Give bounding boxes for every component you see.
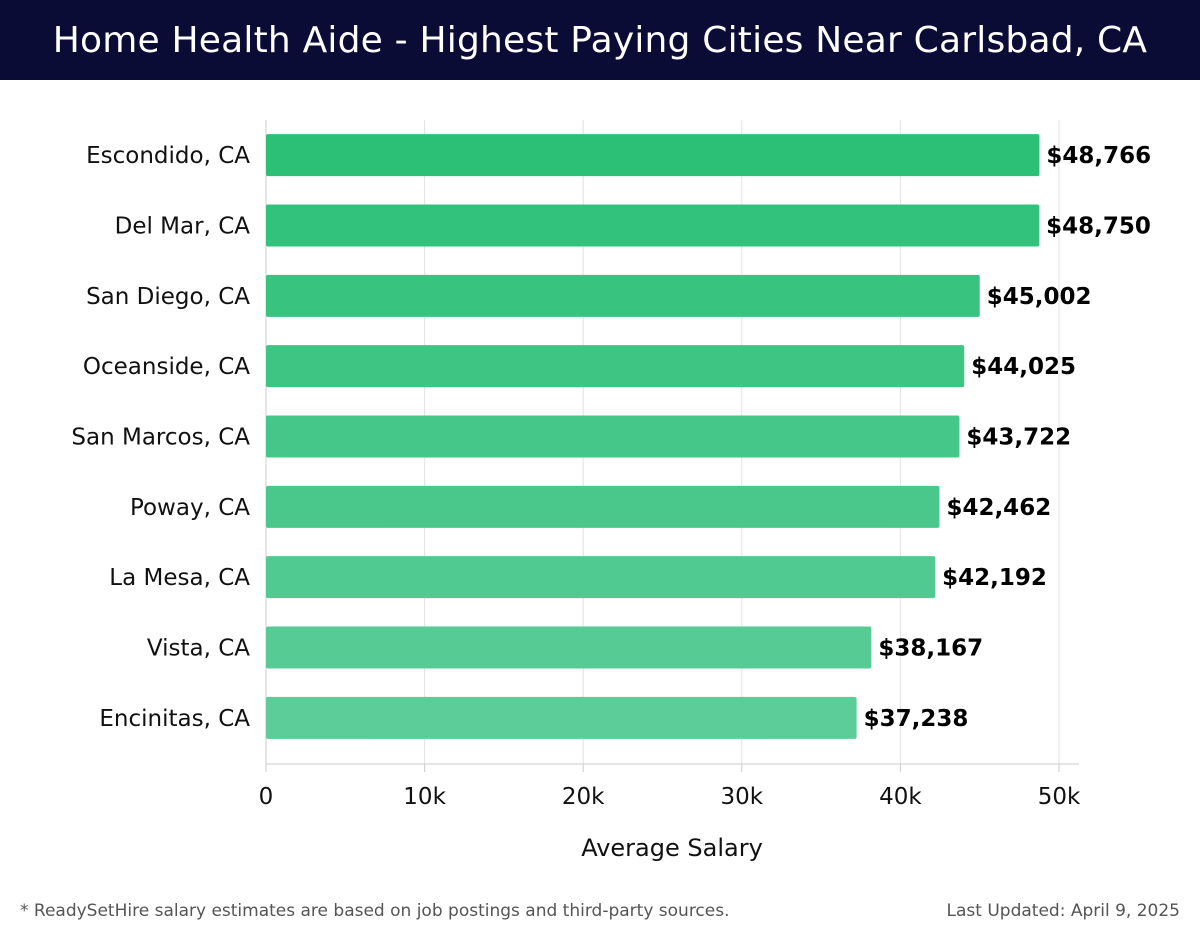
category-label: Escondido, CA bbox=[86, 143, 250, 169]
value-label: $37,238 bbox=[864, 706, 969, 732]
category-label: Encinitas, CA bbox=[99, 706, 250, 732]
chart-title: Home Health Aide - Highest Paying Cities… bbox=[52, 19, 1148, 61]
bar bbox=[266, 345, 965, 388]
category-label: Del Mar, CA bbox=[115, 214, 251, 240]
bar bbox=[266, 134, 1040, 177]
category-label: Oceanside, CA bbox=[83, 354, 250, 380]
x-tick-label: 0 bbox=[259, 784, 274, 810]
category-labels: Escondido, CA Del Mar, CA San Diego, CA Oce… bbox=[71, 143, 250, 732]
bar bbox=[266, 485, 940, 528]
value-label: $42,192 bbox=[942, 565, 1047, 591]
category-label: Poway, CA bbox=[130, 495, 250, 521]
x-tick-labels: 0 10k 20k 30k 40k 50k bbox=[259, 784, 1081, 810]
bar bbox=[266, 626, 872, 669]
category-label: San Diego, CA bbox=[86, 284, 250, 310]
value-label: $48,766 bbox=[1046, 143, 1151, 169]
category-label: Vista, CA bbox=[147, 636, 250, 662]
x-axis-title: Average Salary bbox=[581, 834, 763, 862]
footer-note: * ReadySetHire salary estimates are base… bbox=[20, 901, 730, 921]
bars bbox=[266, 134, 1040, 739]
bar bbox=[266, 415, 960, 458]
bar bbox=[266, 274, 980, 317]
category-label: La Mesa, CA bbox=[109, 565, 250, 591]
value-label: $38,167 bbox=[878, 636, 983, 662]
value-label: $42,462 bbox=[946, 495, 1051, 521]
x-tick-label: 10k bbox=[403, 784, 446, 810]
chart-header: Home Health Aide - Highest Paying Cities… bbox=[0, 0, 1200, 80]
bar bbox=[266, 204, 1040, 247]
last-updated: Last Updated: April 9, 2025 bbox=[946, 901, 1180, 921]
x-tick-label: 30k bbox=[721, 784, 764, 810]
category-label: San Marcos, CA bbox=[71, 425, 250, 451]
bar bbox=[266, 696, 857, 739]
value-label: $45,002 bbox=[987, 284, 1092, 310]
value-label: $43,722 bbox=[966, 425, 1071, 451]
value-labels: $48,766 $48,750 $45,002 $44,025 $43,722 $42,4… bbox=[864, 143, 1152, 732]
value-label: $48,750 bbox=[1046, 214, 1151, 240]
x-tick-label: 50k bbox=[1038, 784, 1081, 810]
value-label: $44,025 bbox=[971, 354, 1076, 380]
x-tick-label: 20k bbox=[562, 784, 605, 810]
x-tick-label: 40k bbox=[879, 784, 922, 810]
bar bbox=[266, 556, 936, 599]
